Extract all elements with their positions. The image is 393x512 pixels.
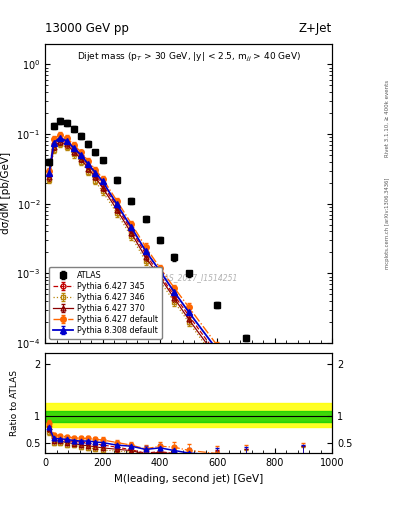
Y-axis label: dσ/dM [pb/GeV]: dσ/dM [pb/GeV] <box>0 152 11 234</box>
Text: Dijet mass (p$_{T}$ > 30 GeV, |y| < 2.5, m$_{jj}$ > 40 GeV): Dijet mass (p$_{T}$ > 30 GeV, |y| < 2.5,… <box>77 51 301 64</box>
Text: ATLAS_2017_I1514251: ATLAS_2017_I1514251 <box>151 273 238 282</box>
Text: Z+Jet: Z+Jet <box>299 22 332 34</box>
X-axis label: M(leading, second jet) [GeV]: M(leading, second jet) [GeV] <box>114 474 263 483</box>
Bar <box>45 411 332 421</box>
Legend: ATLAS, Pythia 6.427 345, Pythia 6.427 346, Pythia 6.427 370, Pythia 6.427 defaul: ATLAS, Pythia 6.427 345, Pythia 6.427 34… <box>49 267 162 339</box>
Text: Rivet 3.1.10, ≥ 400k events: Rivet 3.1.10, ≥ 400k events <box>385 80 389 157</box>
Bar <box>45 403 332 427</box>
Text: 13000 GeV pp: 13000 GeV pp <box>45 22 129 34</box>
Y-axis label: Ratio to ATLAS: Ratio to ATLAS <box>10 370 19 436</box>
Text: mcplots.cern.ch [arXiv:1306.3436]: mcplots.cern.ch [arXiv:1306.3436] <box>385 178 389 269</box>
